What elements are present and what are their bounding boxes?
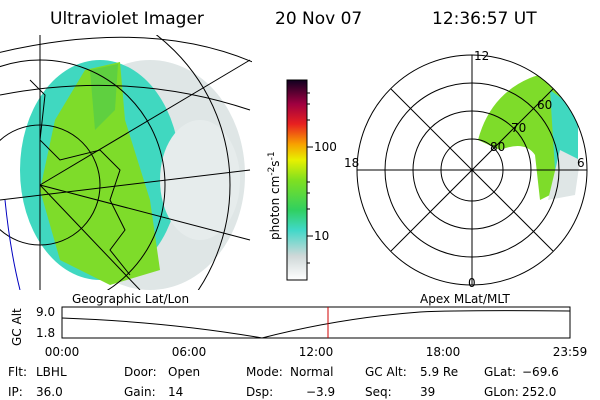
field-value: −69.6	[522, 365, 559, 379]
hour-label: 6	[577, 156, 585, 170]
colorbar-tick-label: 10	[314, 229, 329, 243]
field-value: 5.9 Re	[420, 365, 458, 379]
field-value: 252.0	[522, 385, 556, 399]
polar-image	[478, 74, 580, 200]
x-tick-label: 23:59	[553, 345, 588, 359]
orbit-curve	[61, 310, 571, 339]
caption: Geographic Lat/Lon	[72, 292, 189, 306]
field-value: 14	[168, 385, 183, 399]
x-tick-label: 12:00	[299, 345, 334, 359]
field-label: Flt:	[8, 365, 27, 379]
hour-label: 12	[474, 49, 489, 63]
y-tick-label: 9.0	[36, 305, 55, 319]
field-value: 36.0	[36, 385, 63, 399]
footer: Flt: LBHL Door: Open Mode: Normal GC Alt: 5.9 R…	[8, 365, 559, 399]
field-label: Door:	[124, 365, 157, 379]
hour-label: 0	[468, 276, 476, 290]
x-tick-label: 00:00	[45, 345, 80, 359]
colorbar-tick-label: 100	[314, 140, 337, 154]
lat-label: 80	[490, 140, 505, 154]
time: 12:36:57 UT	[432, 9, 537, 29]
field-label: Gain:	[124, 385, 156, 399]
date: 20 Nov 07	[275, 9, 362, 29]
hour-label: 18	[344, 156, 359, 170]
x-tick-label: 18:00	[426, 345, 461, 359]
field-value: −3.9	[306, 385, 335, 399]
geographic-image	[0, 35, 252, 290]
field-label: Dsp:	[246, 385, 273, 399]
field-label: IP:	[8, 385, 23, 399]
colorbar	[286, 79, 308, 281]
orbit-frame	[61, 306, 571, 339]
field-label: Seq:	[365, 385, 392, 399]
field-label: GLon:	[484, 385, 519, 399]
field-value: Normal	[290, 365, 333, 379]
x-tick-label: 06:00	[172, 345, 207, 359]
field-label: Mode:	[246, 365, 283, 379]
field-value: Open	[168, 365, 200, 379]
caption: Apex MLat/MLT	[420, 292, 510, 306]
field-label: GC Alt:	[365, 365, 407, 379]
y-axis-label: GC Alt	[10, 308, 24, 346]
colorbar-ticks	[307, 92, 313, 264]
colorbar-label: photon cm-2s-1	[267, 151, 282, 240]
field-value: 39	[420, 385, 435, 399]
exponent: -2	[267, 167, 277, 176]
lat-label: 70	[511, 121, 526, 135]
lat-label: 60	[537, 98, 552, 112]
unit: photon cm	[268, 176, 282, 240]
y-tick-label: 1.8	[36, 326, 55, 340]
title: Ultraviolet Imager	[50, 9, 204, 29]
unit: s	[268, 160, 282, 166]
polar-grid	[356, 54, 588, 286]
field-label: GLat:	[484, 365, 516, 379]
field-value: LBHL	[36, 365, 67, 379]
exponent: -1	[267, 151, 277, 160]
